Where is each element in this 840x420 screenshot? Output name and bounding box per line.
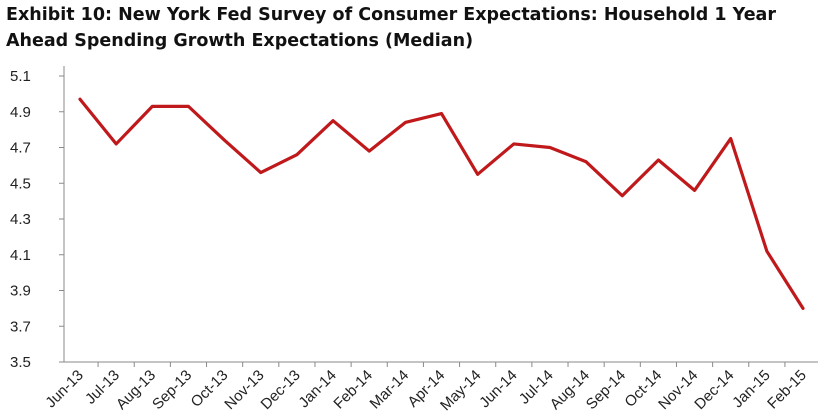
series-group bbox=[78, 97, 805, 310]
y-axis-ticks: 3.5 3.7 3.9 4.1 4.3 4.5 4.7 4.9 5.1 bbox=[10, 68, 64, 371]
x-tick-label: May-14 bbox=[437, 367, 484, 414]
data-point bbox=[78, 98, 82, 101]
x-tick-label: Dec-13 bbox=[258, 367, 304, 413]
data-point bbox=[368, 149, 371, 153]
data-point bbox=[151, 105, 154, 108]
x-axis-ticks: Jun-13Jul-13Aug-13Sep-13Oct-13Nov-13Dec-… bbox=[42, 362, 810, 414]
x-tick-label: Dec-14 bbox=[691, 367, 737, 413]
data-point bbox=[584, 160, 588, 163]
y-tick-label: 4.5 bbox=[10, 175, 31, 192]
x-tick-label: Nov-14 bbox=[655, 367, 701, 413]
y-tick-label: 4.9 bbox=[10, 104, 31, 121]
data-point bbox=[440, 112, 443, 115]
x-tick-label: Aug-13 bbox=[113, 367, 159, 413]
data-point bbox=[693, 189, 696, 192]
data-point bbox=[476, 173, 479, 176]
data-point bbox=[765, 249, 769, 253]
series-line bbox=[78, 97, 805, 310]
y-tick-label: 3.7 bbox=[10, 318, 31, 335]
data-point bbox=[404, 121, 407, 124]
y-tick-label: 4.1 bbox=[10, 247, 31, 264]
y-tick-label: 5.1 bbox=[10, 68, 31, 85]
x-tick-label: Jun-13 bbox=[42, 367, 86, 411]
data-point bbox=[114, 142, 118, 146]
y-tick-label: 3.5 bbox=[10, 354, 31, 371]
data-point bbox=[729, 137, 732, 140]
x-tick-label: Aug-14 bbox=[547, 367, 593, 413]
y-tick-label: 4.3 bbox=[10, 211, 31, 228]
data-point bbox=[187, 105, 190, 108]
data-point bbox=[512, 142, 515, 146]
data-point bbox=[295, 153, 299, 156]
data-point bbox=[331, 119, 335, 122]
y-tick-label: 4.7 bbox=[10, 140, 31, 157]
data-point bbox=[621, 194, 624, 197]
x-tick-label: Mar-14 bbox=[367, 367, 413, 413]
chart-axes bbox=[63, 66, 818, 363]
data-point bbox=[548, 146, 552, 149]
x-tick-label: Feb-14 bbox=[330, 367, 376, 413]
x-tick-label: Feb-15 bbox=[764, 367, 810, 413]
data-point bbox=[223, 139, 226, 142]
y-tick-label: 3.9 bbox=[10, 283, 31, 300]
data-point bbox=[657, 158, 660, 162]
x-tick-label: Nov-13 bbox=[221, 367, 267, 413]
x-tick-label: Sep-13 bbox=[149, 367, 195, 413]
x-tick-label: Jun-14 bbox=[476, 367, 520, 411]
data-point bbox=[259, 171, 262, 174]
x-tick-label: Sep-14 bbox=[583, 367, 629, 413]
chart-title: Exhibit 10: New York Fed Survey of Consu… bbox=[6, 5, 776, 51]
data-point bbox=[801, 307, 805, 310]
